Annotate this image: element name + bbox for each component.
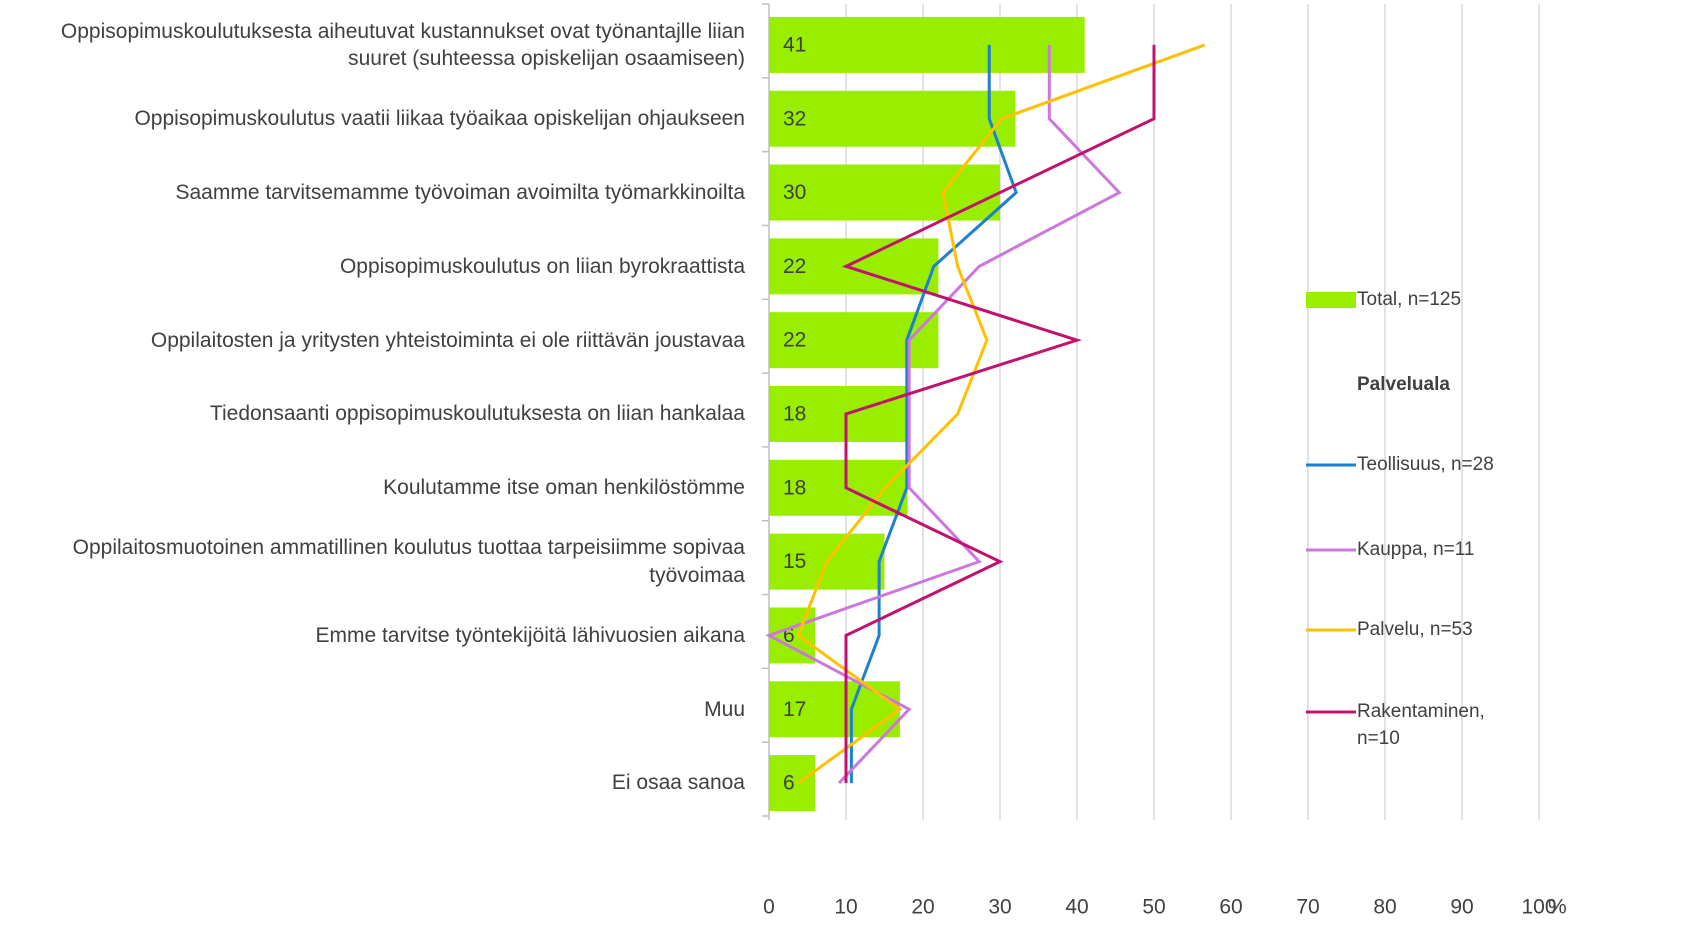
line: [841, 44, 1156, 784]
x-tick-label: 80: [1373, 896, 1396, 919]
legend-label: Rakentaminen, n=10: [1357, 701, 1485, 749]
bar-value-label: 18: [783, 403, 806, 426]
category-label: Koulutamme itse oman henkilöstömme: [383, 476, 745, 500]
x-tick-label: 90: [1450, 896, 1473, 919]
bar: [769, 386, 908, 442]
x-axis-label: %: [1548, 896, 1567, 919]
legend-label: Teollisuus, n=28: [1357, 454, 1494, 475]
line: [796, 43, 1206, 785]
x-tick-label: 70: [1296, 896, 1319, 919]
bar-value-label: 22: [783, 255, 806, 278]
x-tick-label: 0: [763, 896, 775, 919]
x-tick-label: 10: [834, 896, 857, 919]
category-label: Ei osaa sanoa: [611, 771, 745, 795]
x-tick-label: 40: [1065, 896, 1088, 919]
category-label: Oppilaitosten ja yritysten yhteistoimint…: [150, 328, 745, 352]
bar-value-label: 6: [783, 772, 795, 795]
legend-swatch: [1306, 292, 1356, 308]
bar-value-label: 18: [783, 476, 806, 499]
category-label: Muu: [704, 697, 745, 721]
bar-value-label: 22: [783, 329, 806, 352]
bar: [769, 681, 900, 738]
bar-value-label: 15: [783, 550, 806, 573]
bar-value-label: 32: [783, 107, 806, 130]
bar: [769, 16, 1085, 73]
category-label: Saamme tarvitsemamme työvoiman avoimilta…: [175, 180, 745, 204]
line: [765, 44, 1122, 785]
bar: [769, 90, 1016, 147]
x-tick-label: 20: [911, 896, 934, 919]
legend-heading: Palveluala: [1357, 374, 1450, 395]
x-tick-label: 100: [1521, 896, 1556, 919]
category-label: Tiedonsaanti oppisopimuskoulutuksesta on…: [209, 402, 745, 426]
bar-value-label: 17: [783, 698, 806, 721]
bar-value-label: 30: [783, 181, 806, 204]
bar-value-label: 6: [783, 624, 795, 647]
category-label: Oppilaitosmuotoinen ammatillinen koulutu…: [72, 536, 745, 587]
x-tick-label: 60: [1219, 896, 1242, 919]
legend-label: Total, n=125: [1357, 289, 1462, 310]
category-label: Oppisopimuskoulutuksesta aiheutuvat kust…: [60, 19, 745, 70]
category-label: Oppisopimuskoulutus vaatii liikaa työaik…: [134, 107, 745, 131]
line: [849, 44, 1018, 784]
x-tick-label: 30: [988, 896, 1011, 919]
legend-label: Palvelu, n=53: [1357, 619, 1473, 640]
legend-label: Kauppa, n=11: [1357, 539, 1475, 560]
bar-value-label: 41: [783, 33, 806, 56]
bar: [769, 238, 939, 295]
bar: [769, 755, 816, 812]
category-label: Emme tarvitse työntekijöitä lähivuosien …: [315, 623, 745, 647]
category-label: Oppisopimuskoulutus on liian byrokraatti…: [339, 254, 745, 278]
x-tick-label: 50: [1142, 896, 1165, 919]
